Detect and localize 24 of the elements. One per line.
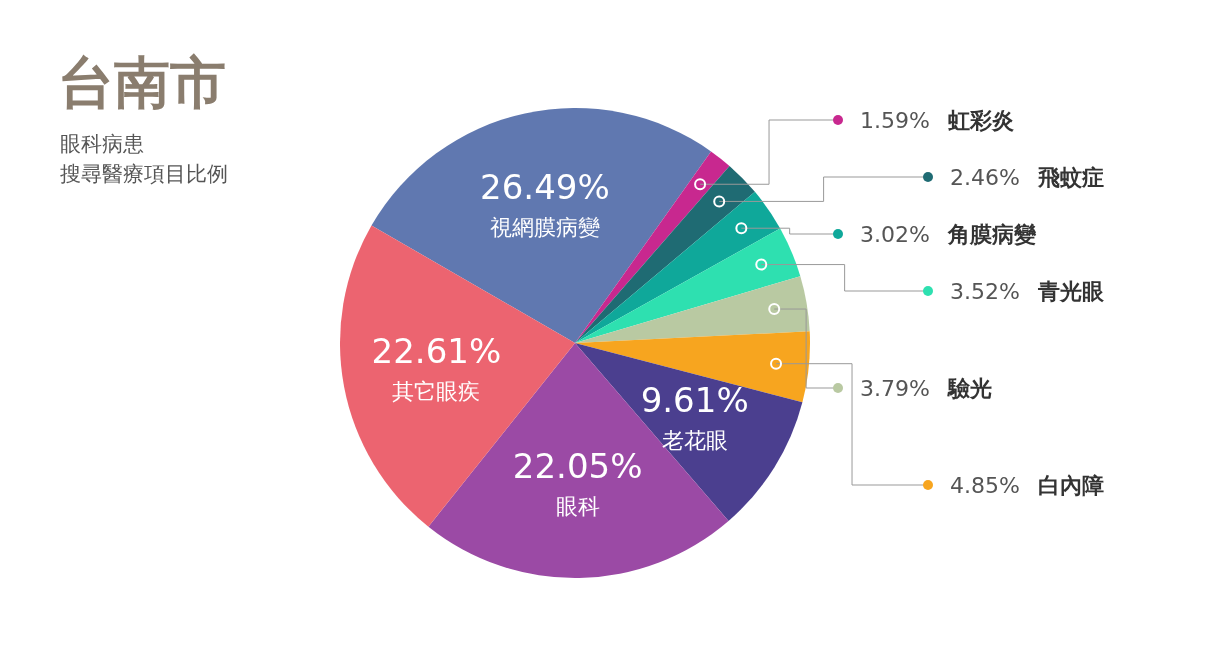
slice-label: 眼科 bbox=[555, 493, 600, 519]
data-label: 3.52% bbox=[950, 279, 1020, 304]
slice-label: 虹彩炎 bbox=[947, 108, 1014, 133]
slice-label: 青光眼 bbox=[1037, 279, 1105, 304]
slice-label: 其它眼疾 bbox=[392, 379, 481, 405]
data-label: 3.79% bbox=[860, 376, 930, 401]
chart-title: 台南市 bbox=[58, 49, 226, 117]
data-label: 22.61% bbox=[371, 331, 502, 372]
slice-label: 驗光 bbox=[947, 376, 992, 401]
data-label: 9.61% bbox=[640, 379, 749, 420]
slice-label: 白內障 bbox=[1038, 473, 1104, 498]
slice-label: 飛蚊症 bbox=[1037, 165, 1104, 190]
data-label: 22.05% bbox=[512, 445, 643, 486]
data-label: 26.49% bbox=[480, 167, 610, 208]
slice-label: 視網膜病變 bbox=[489, 215, 600, 241]
data-label: 3.02% bbox=[860, 222, 930, 247]
text: 搜尋醫療項目比例 bbox=[60, 161, 228, 188]
data-label: 4.85% bbox=[950, 473, 1020, 498]
data-label: 1.59% bbox=[860, 108, 930, 133]
slice-label: 老花眼 bbox=[661, 427, 728, 453]
data-label: 2.46% bbox=[950, 165, 1020, 190]
pie-slice bbox=[575, 276, 810, 343]
slice-label: 角膜病變 bbox=[947, 222, 1037, 247]
text: 眼科病患 bbox=[60, 131, 144, 158]
